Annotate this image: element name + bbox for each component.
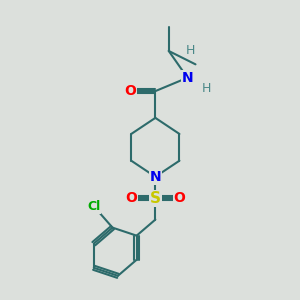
Text: H: H [202, 82, 211, 95]
Text: O: O [125, 191, 137, 205]
Text: O: O [173, 191, 185, 205]
Text: Cl: Cl [87, 200, 101, 213]
Text: O: O [124, 84, 136, 98]
Text: H: H [185, 44, 195, 58]
Text: N: N [182, 71, 193, 85]
Text: S: S [150, 191, 161, 206]
Text: N: N [149, 170, 161, 184]
